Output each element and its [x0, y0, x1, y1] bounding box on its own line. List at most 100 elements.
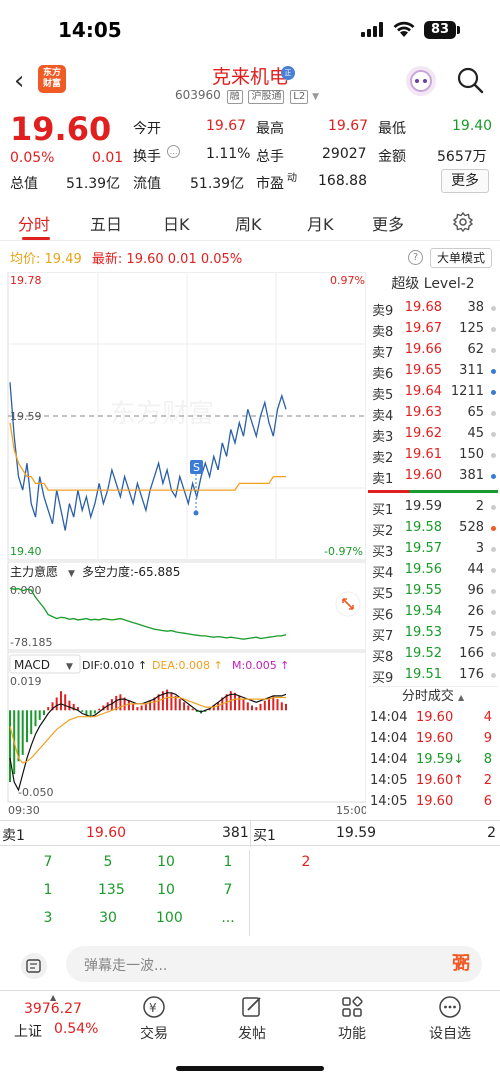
- back-icon[interactable]: ‹: [14, 66, 25, 96]
- bid-volume: 96: [467, 583, 484, 598]
- tab-daily-k[interactable]: 日K: [163, 215, 190, 234]
- mainforce-subtitle: 多空力度:-65.885: [82, 564, 180, 579]
- status-dot: [491, 432, 496, 437]
- nav-functions[interactable]: 功能: [312, 991, 392, 1043]
- chart-tabs: 分时 五日 日K 周K 月K 更多: [0, 203, 500, 241]
- ask-row[interactable]: 卖3 19.62 45: [368, 424, 498, 445]
- bid-row[interactable]: 买4 19.56 44: [368, 560, 498, 581]
- ask-price: 19.60: [404, 468, 442, 483]
- ask-volume: 45: [467, 426, 484, 441]
- intraday-chart[interactable]: 东方财富 S 19.78 19.40 0.97% -0.97% 19.59 主力…: [0, 272, 366, 820]
- tab-intraday[interactable]: 分时: [18, 215, 51, 234]
- status-dot: [491, 411, 496, 416]
- float-value: 51.39亿: [190, 176, 245, 192]
- nav-add-watchlist[interactable]: 设自选: [410, 991, 490, 1043]
- macd-dif: DIF:0.010 ↑: [82, 659, 147, 672]
- nav-post[interactable]: 发帖: [212, 991, 292, 1043]
- bid-price: 19.52: [404, 646, 442, 661]
- bid-row[interactable]: 买9 19.51 176: [368, 665, 498, 686]
- info-icon[interactable]: …: [167, 145, 180, 158]
- danmu-placeholder: 弹幕走一波...: [84, 958, 168, 974]
- tab-underline: [22, 237, 50, 240]
- eastmoney-logo[interactable]: 东方 财富: [38, 65, 66, 93]
- ask-row[interactable]: 卖9 19.68 38: [368, 298, 498, 319]
- tab-weekly-k[interactable]: 周K: [235, 215, 262, 234]
- status-dot: [491, 348, 496, 353]
- s-marker: S: [190, 460, 203, 516]
- comment-list-icon[interactable]: [20, 952, 48, 980]
- danmu-input[interactable]: 弹幕走一波... 弻: [66, 946, 482, 982]
- y-min-label: 19.40: [10, 545, 42, 558]
- bid-row[interactable]: 买3 19.57 3: [368, 539, 498, 560]
- mainforce-title: 主力意愿: [10, 564, 58, 579]
- ask-row[interactable]: 卖7 19.66 62: [368, 340, 498, 361]
- status-dot: [491, 568, 496, 573]
- svg-text:¥: ¥: [149, 1001, 157, 1015]
- ask-label: 卖1: [372, 472, 394, 487]
- bid-price: 19.55: [404, 583, 442, 598]
- big-order-mode-button[interactable]: 大单模式: [430, 248, 492, 268]
- ask-row[interactable]: 卖1 19.60 381: [368, 466, 498, 487]
- wifi-icon: [393, 21, 415, 37]
- ask-volume: 125: [459, 321, 484, 336]
- index-value[interactable]: 3976.27: [24, 1001, 82, 1017]
- bid-row[interactable]: 买2 19.58 528: [368, 518, 498, 539]
- battery-tip: [457, 26, 460, 34]
- more-button[interactable]: 更多: [441, 169, 489, 193]
- watermark: 东方财富: [110, 399, 214, 429]
- index-percent[interactable]: 0.54%: [54, 1021, 99, 1037]
- price-series: [9, 382, 287, 531]
- nav-trade[interactable]: ¥ 交易: [114, 991, 194, 1043]
- mcap-label: 总值: [10, 176, 38, 192]
- tab-five-day[interactable]: 五日: [90, 215, 123, 234]
- low-value: 19.40: [452, 118, 493, 134]
- bid-row[interactable]: 买5 19.55 96: [368, 581, 498, 602]
- ask-price: 19.67: [404, 321, 442, 336]
- signal-icon: [361, 22, 383, 37]
- status-dot: [491, 610, 496, 615]
- ask-row[interactable]: 卖5 19.64 1211: [368, 382, 498, 403]
- mainforce-panel-frame: [7, 561, 366, 651]
- trade-row: 14:05 19.60 6: [368, 792, 498, 813]
- tab-monthly-k[interactable]: 月K: [307, 215, 334, 234]
- bid-price: 19.53: [404, 625, 442, 640]
- gear-icon[interactable]: [453, 212, 473, 232]
- bid-label: 买8: [372, 650, 394, 665]
- ask-row[interactable]: 卖8 19.67 125: [368, 319, 498, 340]
- ask-row[interactable]: 卖6 19.65 311: [368, 361, 498, 382]
- index-name[interactable]: 上证: [14, 1024, 42, 1040]
- ask-label: 卖5: [372, 388, 394, 403]
- mcap-value: 51.39亿: [66, 176, 121, 192]
- bid-row[interactable]: 买1 19.59 2: [368, 497, 498, 518]
- search-icon[interactable]: [456, 66, 484, 94]
- bid-price: 19.51: [404, 667, 442, 682]
- trade-price: 19.60: [416, 731, 454, 746]
- grid-icon: [342, 996, 363, 1017]
- trades-title[interactable]: 分时成交 ▲: [368, 686, 498, 706]
- macd-min-label: -0.050: [18, 786, 53, 799]
- ask-row[interactable]: 卖2 19.61 150: [368, 445, 498, 466]
- pe-value: 168.88: [318, 173, 367, 189]
- robot-avatar-icon[interactable]: [406, 66, 436, 96]
- bid-row[interactable]: 买8 19.52 166: [368, 644, 498, 665]
- column-divider: [250, 821, 251, 847]
- help-icon[interactable]: ?: [408, 250, 423, 265]
- bid-row[interactable]: 买7 19.53 75: [368, 623, 498, 644]
- bid-price: 19.57: [404, 541, 442, 556]
- ask-label: 卖4: [372, 409, 394, 424]
- ask-row[interactable]: 卖4 19.63 65: [368, 403, 498, 424]
- latest-change: 0.01: [167, 252, 197, 267]
- ask-price: 19.68: [404, 300, 442, 315]
- sell-queue-item: 1: [223, 854, 233, 870]
- tab-more[interactable]: 更多: [372, 215, 405, 234]
- logo-text-2: 财富: [42, 79, 61, 89]
- buy1-volume: 2: [487, 825, 496, 841]
- chevron-down-icon[interactable]: ▼: [312, 92, 319, 102]
- intraday-info: 均价: 19.49 最新: 19.60 0.01 0.05%: [10, 248, 242, 267]
- avg-value: 19.49: [44, 252, 82, 267]
- change-percent: 0.05%: [10, 150, 55, 166]
- bid-row[interactable]: 买6 19.54 26: [368, 602, 498, 623]
- status-dot: [491, 547, 496, 552]
- danmu-icon[interactable]: 弻: [452, 953, 470, 974]
- status-dot: [491, 453, 496, 458]
